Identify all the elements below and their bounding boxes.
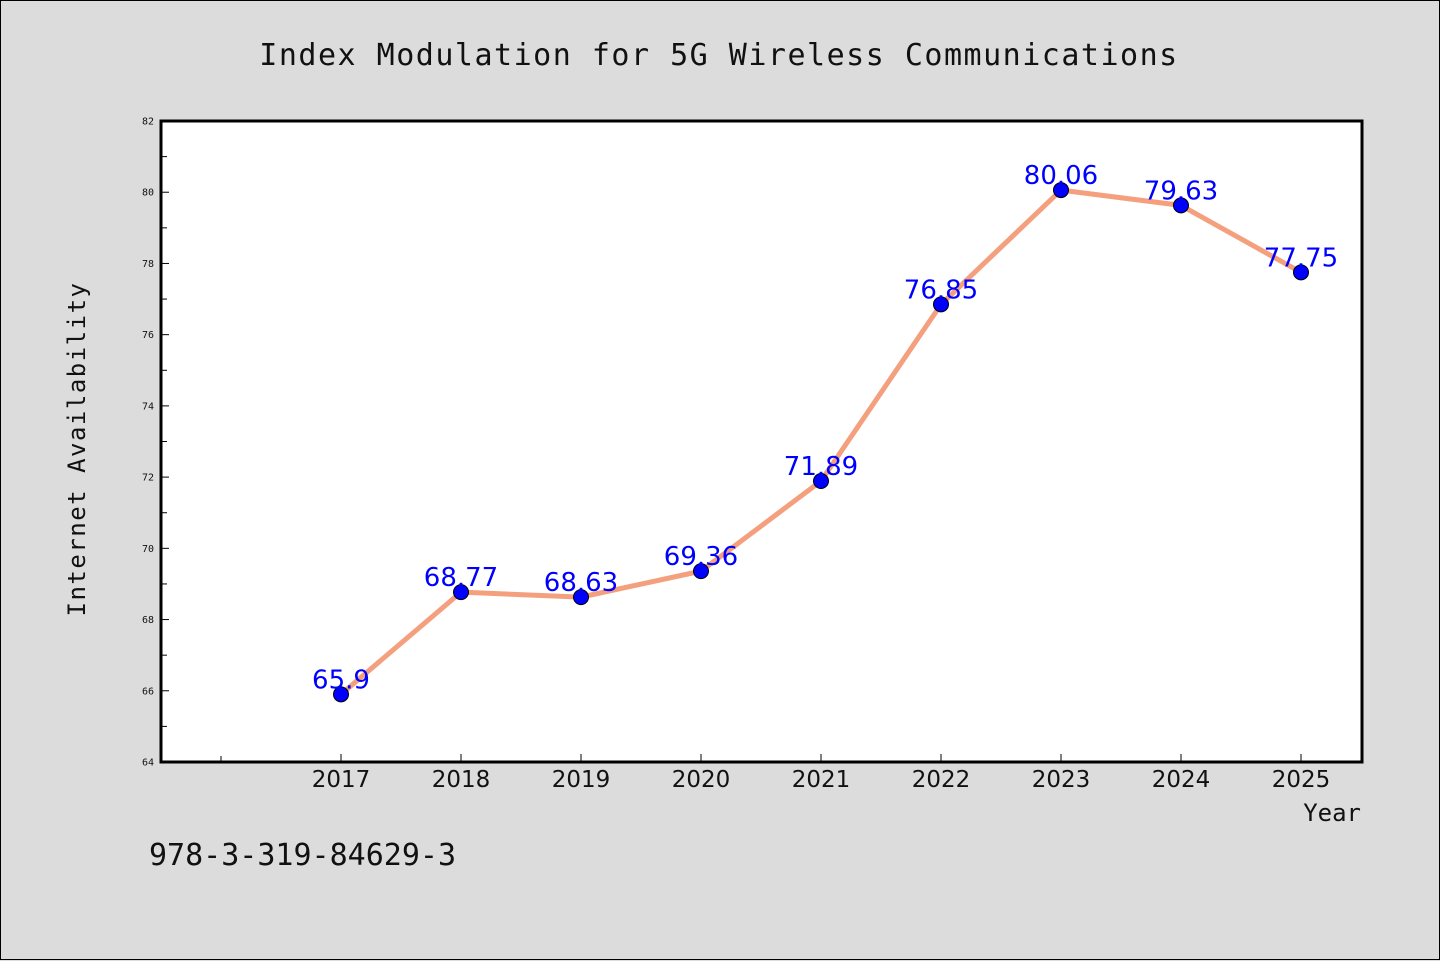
data-label: 65.9 [312, 665, 370, 695]
x-tick-label: 2018 [432, 767, 491, 793]
data-label: 77.75 [1264, 243, 1338, 273]
y-tick-label: 64 [142, 758, 154, 769]
data-label: 80.06 [1024, 161, 1098, 191]
y-tick-label: 68 [142, 615, 154, 626]
x-tick-label: 2022 [912, 767, 971, 793]
data-point [453, 584, 469, 601]
y-tick-label: 72 [142, 473, 154, 484]
y-tick-label: 78 [142, 259, 154, 270]
x-tick-label: 2023 [1032, 767, 1091, 793]
data-point [1293, 264, 1309, 281]
y-tick-label: 80 [142, 188, 154, 199]
data-label: 71.89 [784, 452, 858, 482]
data-point [1173, 197, 1189, 214]
y-tick-label: 66 [142, 686, 154, 697]
y-tick-label: 82 [142, 117, 154, 128]
data-point [693, 563, 709, 580]
data-point [813, 473, 829, 490]
y-tick-label: 76 [142, 330, 154, 341]
plot-area [161, 121, 1362, 762]
data-point [333, 686, 349, 703]
data-label: 76.85 [904, 275, 978, 305]
x-tick-label: 2017 [312, 767, 371, 793]
x-axis-ticks: 2017 2018 2019 2020 2021 2022 2023 2024 2025 [220, 754, 1331, 793]
y-tick-label: 70 [142, 544, 154, 555]
data-point [933, 296, 949, 313]
y-axis-label: Internet Availability [63, 282, 91, 617]
plot-frame [159, 119, 1364, 764]
data-point [1053, 182, 1069, 199]
x-tick-label: 2020 [672, 767, 731, 793]
x-tick-label: 2021 [792, 767, 851, 793]
data-label: 79.63 [1144, 176, 1218, 206]
series-group [333, 182, 1309, 703]
chart-title: Index Modulation for 5G Wireless Communi… [259, 38, 1178, 73]
isbn-annotation: 978-3-319-84629-3 [149, 838, 456, 873]
x-tick-label: 2025 [1272, 767, 1331, 793]
x-tick-label: 2024 [1152, 767, 1211, 793]
x-tick-label: 2019 [552, 767, 611, 793]
data-label: 69.36 [664, 542, 738, 572]
x-axis-label: Year [1303, 799, 1361, 827]
data-label: 68.77 [424, 563, 498, 593]
data-point [573, 589, 589, 606]
data-label: 68.63 [544, 568, 618, 598]
data-labels: 65.9 68.77 68.63 69.36 71.89 76.85 80.06 79.63 7… [312, 161, 1338, 695]
y-tick-label: 74 [142, 401, 154, 412]
